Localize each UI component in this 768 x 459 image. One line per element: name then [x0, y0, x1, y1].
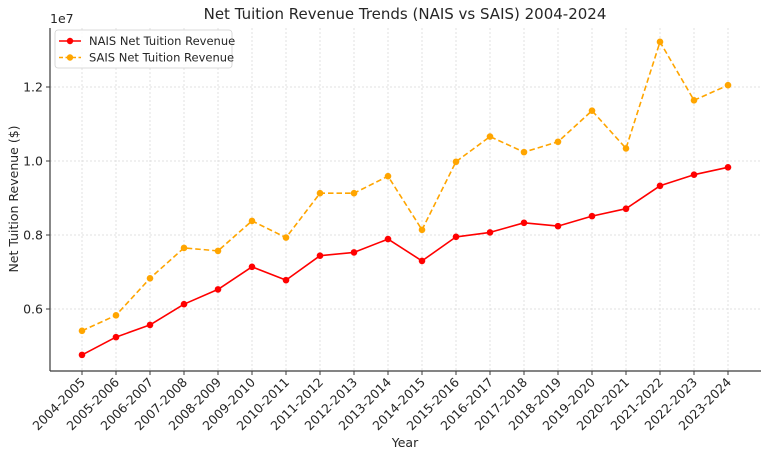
data-point	[316, 189, 324, 197]
legend-label: NAIS Net Tuition Revenue	[89, 34, 235, 48]
y-offset-label: 1e7	[50, 11, 74, 26]
legend-marker-icon	[66, 37, 74, 45]
data-point	[350, 189, 358, 197]
data-point	[112, 333, 120, 341]
plot-series	[78, 38, 732, 359]
data-point	[486, 133, 494, 140]
data-point	[78, 327, 86, 335]
data-point	[248, 217, 256, 225]
data-point	[588, 212, 596, 220]
data-point	[418, 226, 426, 234]
data-point	[350, 249, 358, 256]
data-point	[180, 244, 188, 252]
data-point	[146, 321, 154, 329]
data-point	[554, 222, 562, 230]
data-point	[214, 286, 222, 293]
data-point	[554, 138, 562, 146]
data-point	[78, 351, 86, 359]
data-point	[112, 311, 120, 319]
x-axis-ticks: 2004-20052005-20062006-20072007-20082008…	[29, 371, 734, 433]
data-point	[520, 219, 528, 227]
data-point	[214, 247, 222, 255]
y-axis-ticks: 0.6 0.8 1.0 1.2	[23, 80, 50, 317]
x-axis-label: Year	[391, 435, 419, 450]
data-point	[384, 235, 392, 243]
y-tick-label: 0.6	[23, 302, 43, 317]
gridlines	[50, 28, 761, 371]
data-point	[486, 229, 494, 236]
legend-item-nais: NAIS Net Tuition Revenue	[59, 34, 235, 48]
chart-title: Net Tuition Revenue Trends (NAIS vs SAIS…	[204, 5, 607, 23]
data-point	[520, 148, 528, 156]
series-line	[81, 41, 729, 332]
nais-series	[78, 163, 732, 359]
y-axis-label: Net Tuition Revenue ($)	[6, 125, 21, 272]
data-point	[656, 38, 664, 46]
y-tick-label: 1.0	[23, 154, 43, 169]
legend-label: SAIS Net Tuition Revenue	[89, 51, 234, 65]
data-point	[180, 300, 188, 308]
data-point	[656, 182, 664, 190]
data-point	[588, 107, 596, 114]
legend-item-sais: SAIS Net Tuition Revenue	[59, 51, 234, 65]
data-point	[384, 172, 392, 180]
legend: NAIS Net Tuition Revenue SAIS Net Tuition…	[54, 29, 235, 69]
data-point	[622, 145, 630, 152]
data-point	[622, 205, 630, 213]
data-point	[282, 234, 290, 241]
data-point	[452, 233, 460, 241]
data-point	[690, 97, 698, 104]
data-point	[418, 257, 426, 265]
y-tick-label: 1.2	[23, 80, 43, 95]
sais-series	[78, 38, 732, 335]
data-point	[724, 81, 732, 89]
legend-marker-icon	[66, 54, 74, 61]
series-line	[81, 166, 729, 356]
legend-box	[54, 29, 233, 69]
data-point	[316, 252, 324, 260]
y-tick-label: 0.8	[23, 228, 43, 243]
data-point	[146, 274, 154, 282]
data-point	[248, 263, 256, 271]
data-point	[452, 158, 460, 166]
data-point	[282, 276, 290, 284]
data-point	[690, 171, 698, 178]
data-point	[724, 163, 732, 171]
